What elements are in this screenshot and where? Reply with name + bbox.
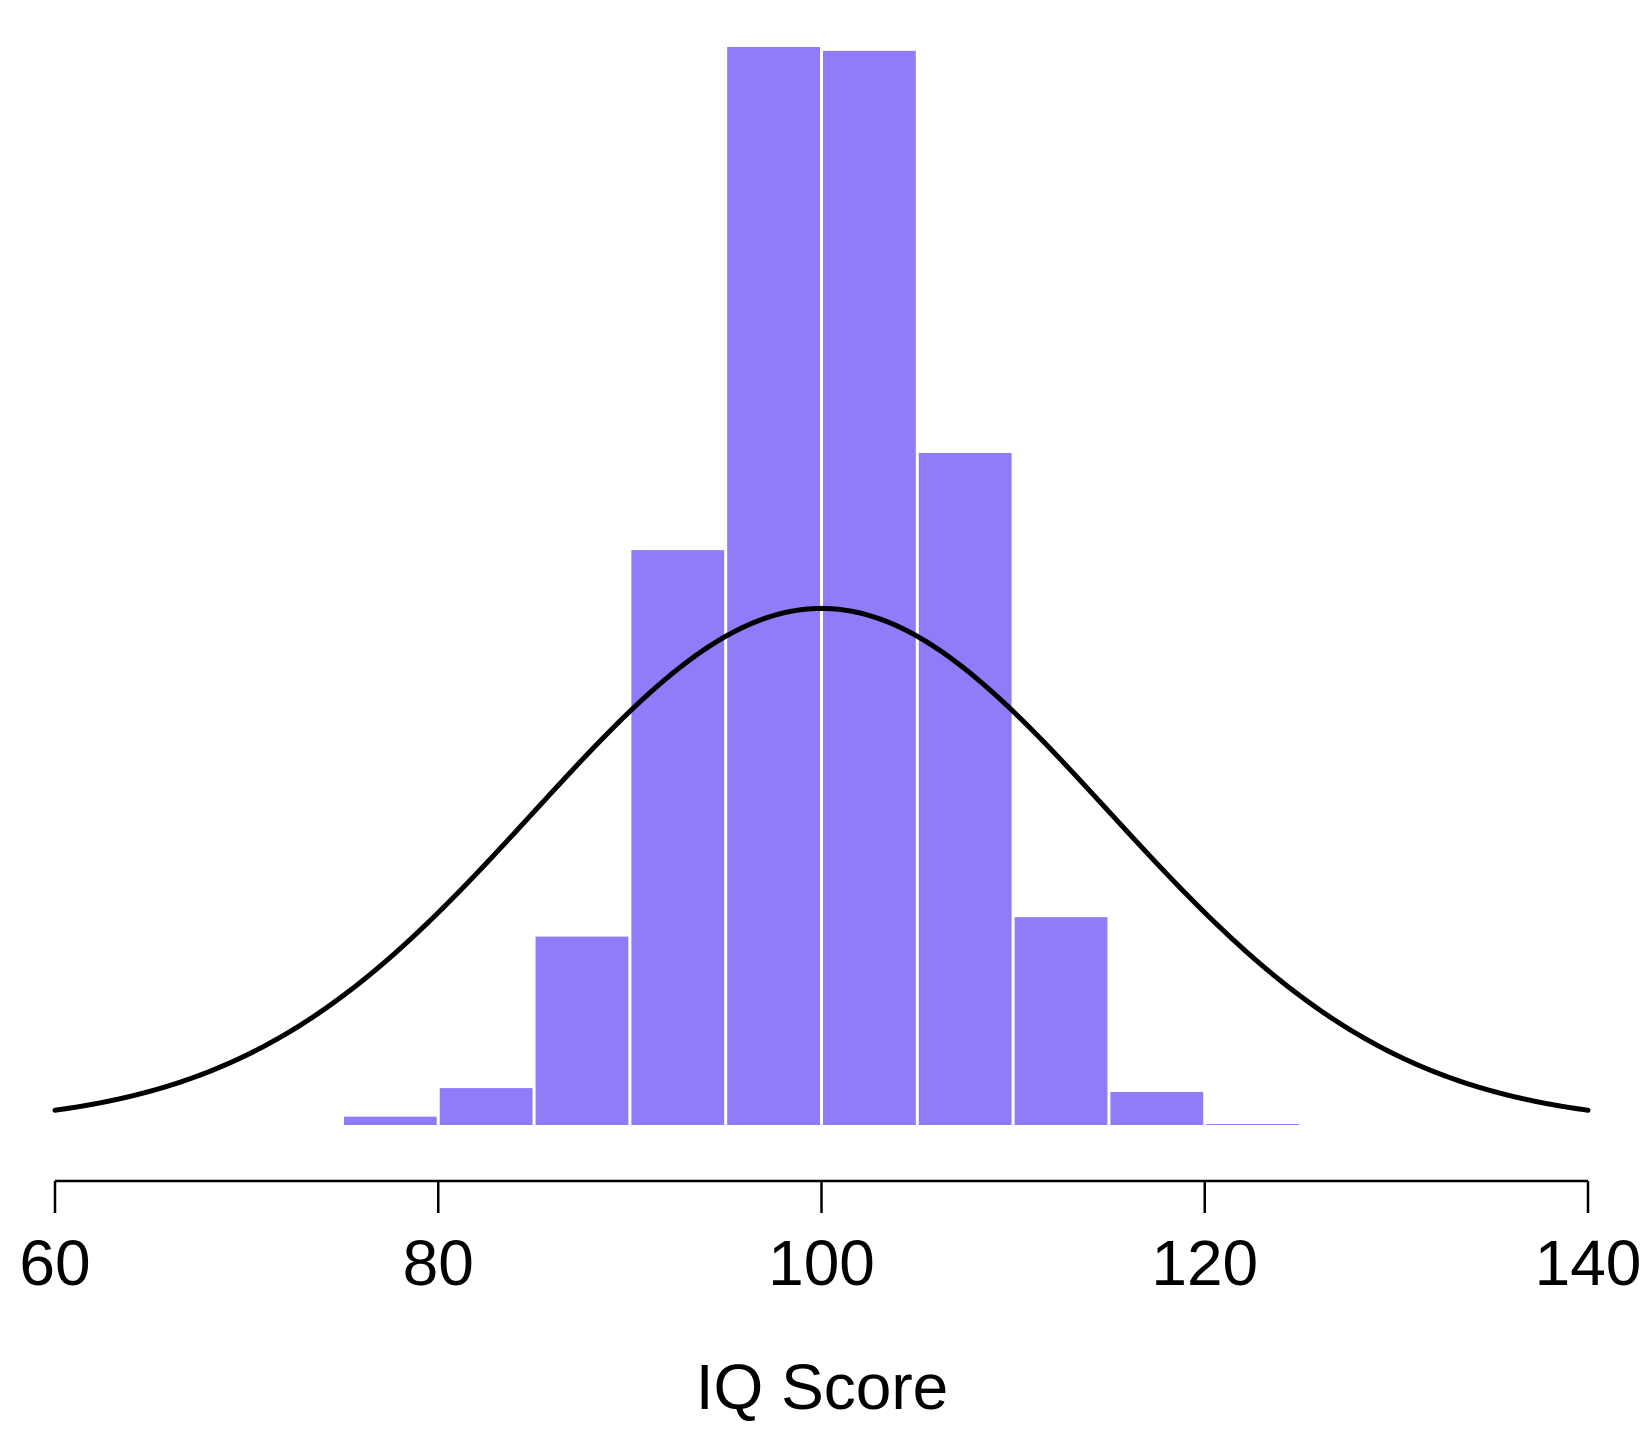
x-tick-label: 120 (1151, 1227, 1258, 1299)
bar (631, 550, 725, 1125)
bar (1110, 1091, 1204, 1125)
bar (918, 452, 1012, 1125)
x-tick-label: 80 (403, 1227, 474, 1299)
density-curve (52, 605, 1591, 1113)
bar (439, 1088, 533, 1125)
bar (1014, 917, 1108, 1125)
bar (727, 47, 820, 1125)
x-axis-label: IQ Score (696, 1351, 949, 1423)
bar (823, 50, 916, 1126)
bar (1206, 1124, 1300, 1125)
bar (535, 936, 629, 1125)
bar (343, 1116, 437, 1125)
x-tick-label: 100 (768, 1227, 875, 1299)
x-tick-label: 60 (19, 1227, 90, 1299)
x-tick-label: 140 (1535, 1227, 1642, 1299)
